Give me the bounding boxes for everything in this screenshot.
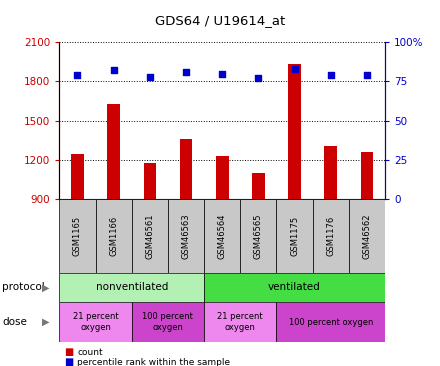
Text: nonventilated: nonventilated bbox=[95, 282, 168, 292]
Point bbox=[183, 69, 190, 75]
Point bbox=[74, 72, 81, 78]
Text: ■: ■ bbox=[64, 347, 73, 357]
Bar bbox=[59, 199, 95, 273]
Text: 21 percent
oxygen: 21 percent oxygen bbox=[217, 312, 263, 332]
Bar bbox=[252, 173, 265, 199]
Text: GSM46562: GSM46562 bbox=[363, 213, 371, 259]
Bar bbox=[132, 302, 204, 342]
Bar bbox=[204, 302, 276, 342]
Bar bbox=[361, 152, 373, 199]
Point bbox=[327, 72, 334, 78]
Bar bbox=[313, 199, 349, 273]
Bar bbox=[204, 199, 240, 273]
Bar bbox=[216, 156, 228, 199]
Text: count: count bbox=[77, 348, 103, 356]
Text: 100 percent
oxygen: 100 percent oxygen bbox=[143, 312, 193, 332]
Bar bbox=[276, 302, 385, 342]
Bar bbox=[168, 199, 204, 273]
Text: percentile rank within the sample: percentile rank within the sample bbox=[77, 358, 230, 366]
Text: GSM46564: GSM46564 bbox=[218, 213, 227, 259]
Bar bbox=[180, 139, 192, 199]
Text: ▶: ▶ bbox=[42, 282, 50, 292]
Point bbox=[110, 67, 117, 73]
Point bbox=[363, 72, 370, 78]
Text: GSM1175: GSM1175 bbox=[290, 216, 299, 256]
Bar bbox=[276, 199, 313, 273]
Point bbox=[291, 66, 298, 72]
Text: GSM46563: GSM46563 bbox=[182, 213, 191, 259]
Bar bbox=[143, 163, 156, 199]
Text: protocol: protocol bbox=[2, 282, 45, 292]
Text: ■: ■ bbox=[64, 357, 73, 366]
Text: dose: dose bbox=[2, 317, 27, 327]
Point bbox=[219, 71, 226, 76]
Text: 100 percent oxygen: 100 percent oxygen bbox=[289, 318, 373, 326]
Point bbox=[255, 75, 262, 81]
Bar bbox=[71, 154, 84, 199]
Bar bbox=[324, 146, 337, 199]
Text: GSM1165: GSM1165 bbox=[73, 216, 82, 256]
Bar bbox=[59, 302, 132, 342]
Text: GSM1176: GSM1176 bbox=[326, 216, 335, 256]
Bar bbox=[349, 199, 385, 273]
Text: 21 percent
oxygen: 21 percent oxygen bbox=[73, 312, 118, 332]
Bar bbox=[95, 199, 132, 273]
Text: ventilated: ventilated bbox=[268, 282, 321, 292]
Text: GSM46565: GSM46565 bbox=[254, 213, 263, 259]
Text: ▶: ▶ bbox=[42, 317, 50, 327]
Bar bbox=[288, 64, 301, 199]
Bar bbox=[132, 199, 168, 273]
Text: GSM1166: GSM1166 bbox=[109, 216, 118, 256]
Bar bbox=[240, 199, 276, 273]
Text: GDS64 / U19614_at: GDS64 / U19614_at bbox=[155, 14, 285, 27]
Bar bbox=[204, 273, 385, 302]
Text: GSM46561: GSM46561 bbox=[145, 213, 154, 259]
Bar bbox=[59, 273, 204, 302]
Point bbox=[147, 74, 154, 80]
Bar bbox=[107, 104, 120, 199]
